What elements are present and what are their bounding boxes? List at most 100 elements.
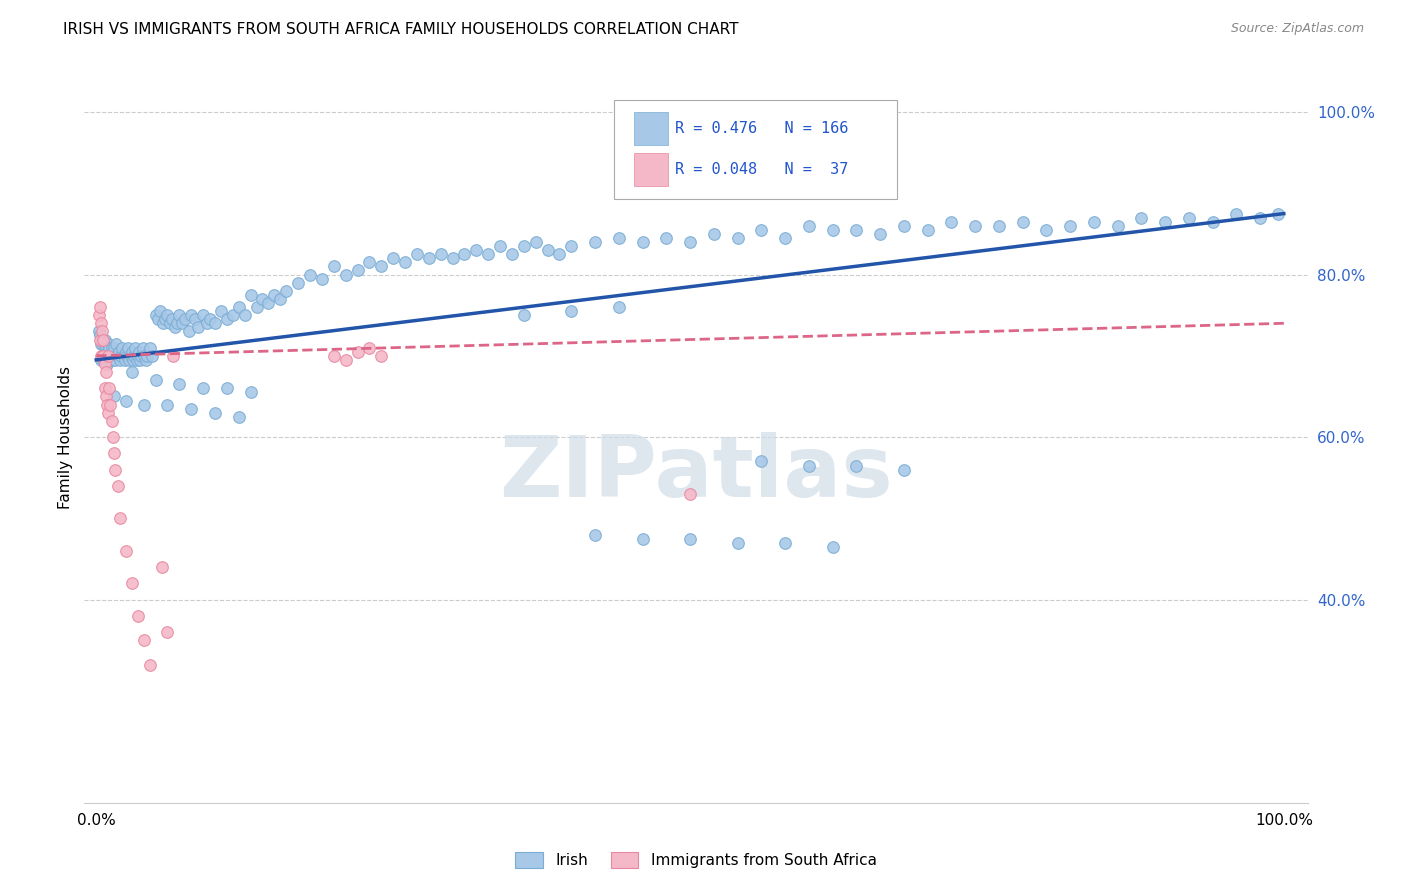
Point [370,349,392,363]
Point [631,235,654,249]
Point [100,349,122,363]
Point [252,292,274,306]
Point [94,389,117,403]
Point [94,341,117,355]
Point [174,312,197,326]
Point [89,300,111,314]
Point [583,235,606,249]
Point [298,268,321,282]
Point [322,260,344,274]
Point [1107,219,1129,233]
Point [276,284,298,298]
Point [162,349,184,363]
Point [311,271,333,285]
Point [703,227,725,241]
Point [679,532,702,546]
Point [429,247,451,261]
Point [845,223,868,237]
Point [90,352,112,367]
Point [156,625,179,640]
Point [93,352,115,367]
Point [169,308,191,322]
Point [104,349,127,363]
Point [191,308,214,322]
Point [821,540,844,554]
Point [117,341,139,355]
Point [90,336,112,351]
Point [101,344,124,359]
Point [465,243,488,257]
Point [941,215,963,229]
Point [153,312,176,326]
Point [655,231,678,245]
Point [118,352,141,367]
Point [105,336,128,351]
Point [120,349,142,363]
Point [141,349,163,363]
Point [121,344,143,359]
Point [128,344,150,359]
Point [773,535,796,549]
Point [797,219,820,233]
Point [607,300,630,314]
Point [96,357,118,371]
Point [441,252,464,266]
Point [524,235,547,249]
Point [115,344,138,359]
Text: R = 0.048   N =  37: R = 0.048 N = 37 [675,162,848,178]
Point [89,333,111,347]
Point [131,349,153,363]
Point [215,312,238,326]
Point [97,349,120,363]
Point [200,312,222,326]
Point [245,300,267,314]
Point [100,341,122,355]
Point [335,352,357,367]
Point [215,381,238,395]
Point [322,349,344,363]
Point [98,381,121,395]
Point [107,344,129,359]
Point [204,316,226,330]
Point [257,296,280,310]
Point [821,223,844,237]
Point [370,260,392,274]
Point [110,349,132,363]
Point [169,377,191,392]
Point [87,308,110,322]
Point [127,349,149,363]
Point [93,349,115,363]
Point [125,352,148,367]
Point [94,365,117,379]
Point [233,308,256,322]
Point [91,349,114,363]
Point [122,349,145,363]
Point [1083,215,1105,229]
Point [263,288,285,302]
Point [93,349,115,363]
Point [156,308,179,322]
Point [727,535,749,549]
Point [146,312,169,326]
Point [159,316,181,330]
Point [121,576,143,591]
Point [548,247,571,261]
Legend: Irish, Immigrants from South Africa: Irish, Immigrants from South Africa [516,853,876,868]
Point [184,312,207,326]
Point [987,219,1010,233]
Point [228,300,250,314]
Point [177,325,200,339]
Point [228,409,250,424]
Point [489,239,512,253]
Point [583,527,606,541]
Point [108,511,131,525]
Point [114,352,136,367]
Point [103,446,125,460]
Point [101,430,124,444]
Point [163,320,186,334]
Point [513,239,536,253]
Point [359,341,381,355]
Point [727,231,749,245]
Point [1249,211,1271,225]
Point [749,223,772,237]
